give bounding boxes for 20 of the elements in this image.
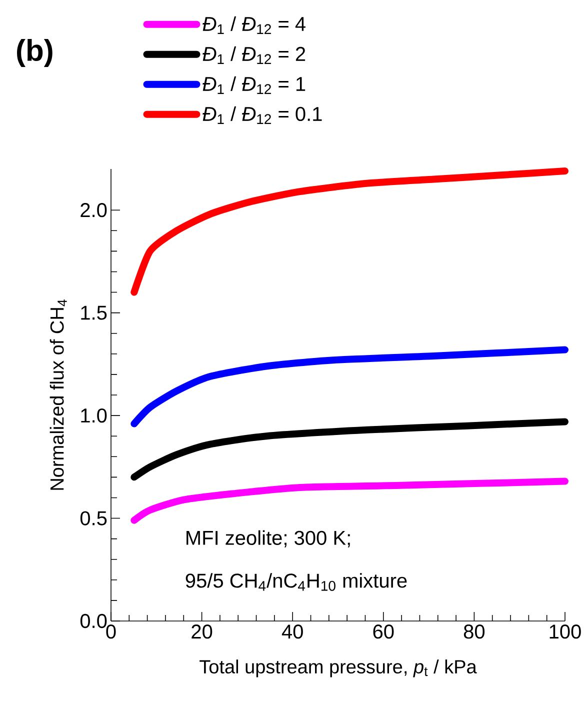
annotation: 95/5 CH$_{4}$/nC$_{4}$H$_{10}$ mixture [186, 573, 407, 591]
y-tick-label: 1.0 [81, 408, 107, 423]
legend-label: Đ$_{1}$ / Đ$_{12}$ = 1 [202, 76, 306, 94]
x-tick-label: 20 [192, 624, 212, 639]
legend-label: Đ$_{1}$ / Đ$_{12}$ = 4 [202, 16, 306, 34]
legend-label: Đ$_{1}$ / Đ$_{12}$ = 0.1 [202, 106, 322, 124]
x-tick-label: 100 [550, 624, 581, 639]
annotation: MFI zeolite; 300 K; [186, 530, 350, 548]
x-tick-label: 60 [373, 624, 394, 639]
y-tick-label: 1.5 [81, 306, 107, 320]
y-axis-title: Normalized flux of CH$_{4}$ [50, 300, 67, 490]
y-tick-label: 0.5 [80, 511, 107, 526]
x-axis-title: Total upstream pressure, p$_{t}$ / kPa [200, 660, 477, 678]
x-tick-label: 80 [464, 624, 485, 639]
x-tick-label: 0 [106, 624, 116, 639]
y-tick-label: 0.0 [80, 614, 107, 628]
x-tick-label: 40 [282, 624, 303, 639]
y-tick-label: 2.0 [80, 203, 107, 218]
text: (b) [17, 39, 52, 67]
legend-label: Đ$_{1}$ / Đ$_{12}$ = 2 [202, 46, 306, 64]
